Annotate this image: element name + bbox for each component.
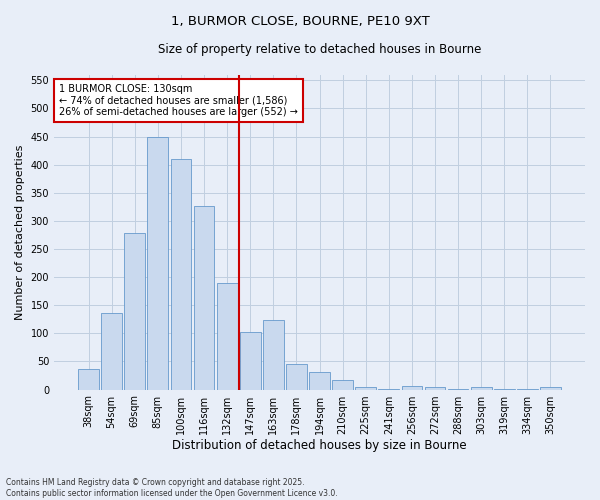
Bar [379,389,399,390]
Bar [263,320,284,390]
Text: Contains HM Land Registry data © Crown copyright and database right 2025.
Contai: Contains HM Land Registry data © Crown c… [6,478,338,498]
Bar [494,389,515,390]
Text: 1 BURMOR CLOSE: 130sqm
← 74% of detached houses are smaller (1,586)
26% of semi-: 1 BURMOR CLOSE: 130sqm ← 74% of detached… [59,84,298,117]
Bar [286,364,307,390]
Bar [425,388,445,390]
X-axis label: Distribution of detached houses by size in Bourne: Distribution of detached houses by size … [172,440,467,452]
Title: Size of property relative to detached houses in Bourne: Size of property relative to detached ho… [158,42,481,56]
Bar [124,234,145,390]
Bar [101,312,122,390]
Bar [332,380,353,390]
Bar [401,386,422,390]
Text: 1, BURMOR CLOSE, BOURNE, PE10 9XT: 1, BURMOR CLOSE, BOURNE, PE10 9XT [170,15,430,28]
Bar [517,389,538,390]
Bar [309,372,330,390]
Bar [540,388,561,390]
Bar [194,206,214,390]
Bar [355,387,376,390]
Bar [240,332,260,390]
Bar [217,283,238,390]
Bar [448,389,469,390]
Y-axis label: Number of detached properties: Number of detached properties [15,144,25,320]
Bar [471,388,491,390]
Bar [148,136,168,390]
Bar [170,159,191,390]
Bar [78,370,99,390]
